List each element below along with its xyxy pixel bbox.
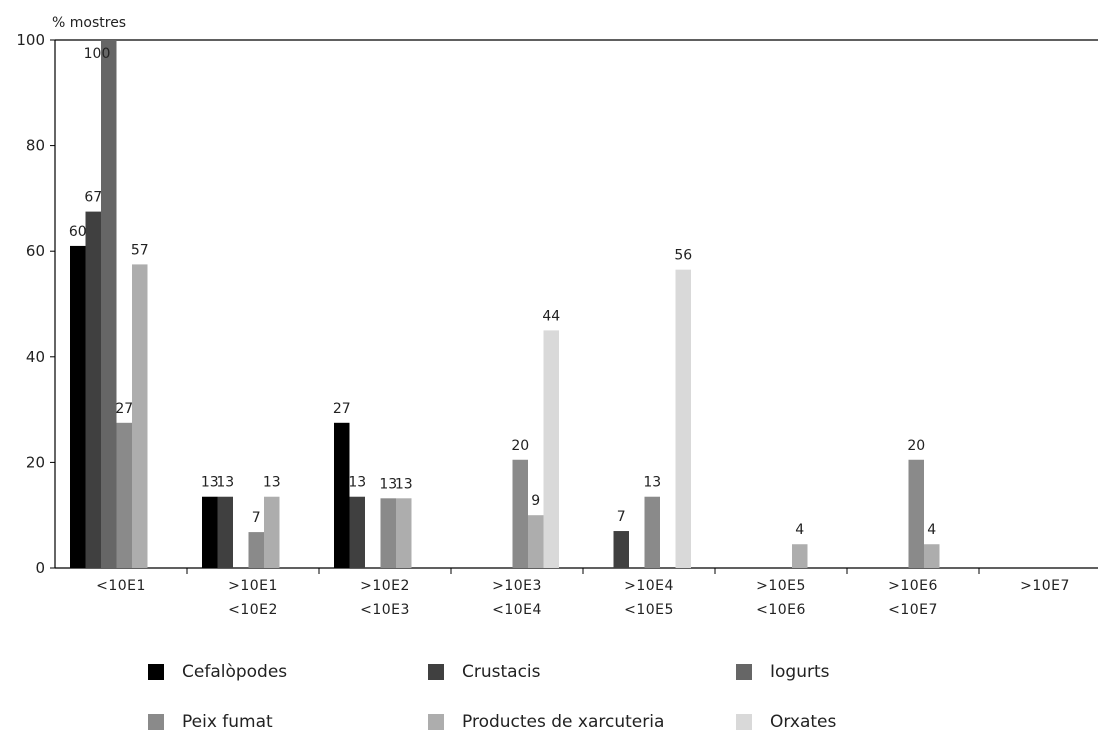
bar-value-label: 13 xyxy=(348,475,366,491)
bar-value-label: 13 xyxy=(643,475,661,491)
bar-value-label: 44 xyxy=(542,308,560,324)
x-category-label: <10E2 xyxy=(228,602,278,618)
bar-peix-fumat xyxy=(248,532,264,568)
bar-value-label: 100 xyxy=(84,46,111,62)
y-tick-label: 20 xyxy=(26,453,45,471)
legend-swatch xyxy=(736,714,752,730)
legend-label: Iogurts xyxy=(770,662,830,682)
bar-value-label: 9 xyxy=(531,493,540,509)
bar-cefal-podes xyxy=(70,245,86,569)
bar-value-label: 20 xyxy=(511,438,529,454)
bar-value-label: 4 xyxy=(927,522,936,538)
legend-swatch xyxy=(736,664,752,680)
y-axis-label: % mostres xyxy=(52,15,126,31)
legend-swatch xyxy=(148,714,164,730)
legend-item: Cefalòpodes xyxy=(148,662,287,682)
bar-chart: % mostres 0 20 40 60 80 100 <10E1 >10E1 <10E2 >1… xyxy=(16,15,1098,618)
bar-value-label: 4 xyxy=(795,522,804,538)
legend-item: Iogurts xyxy=(736,662,830,682)
bar-value-label: 7 xyxy=(252,510,261,526)
bar-peix-fumat xyxy=(116,422,132,568)
y-tick-label: 100 xyxy=(16,31,45,49)
legend-label: Peix fumat xyxy=(182,712,273,732)
bar-productes-de-xarcuteria xyxy=(528,515,544,568)
legend-item: Orxates xyxy=(736,712,836,732)
bar-cefal-podes xyxy=(334,422,350,568)
bar-peix-fumat xyxy=(380,498,396,568)
bar-value-label: 13 xyxy=(201,475,219,491)
bar-value-label: 7 xyxy=(617,509,626,525)
bars xyxy=(70,40,940,569)
legend-item: Peix fumat xyxy=(148,712,273,732)
legend-label: Productes de xarcuteria xyxy=(462,712,665,732)
bar-value-label: 13 xyxy=(395,476,413,492)
legend-label: Crustacis xyxy=(462,662,541,682)
bar-value-label: 27 xyxy=(333,401,351,417)
x-category-label: >10E5 xyxy=(756,578,806,594)
bar-crustacis xyxy=(349,496,365,568)
x-category-label: <10E7 xyxy=(888,602,938,618)
bar-value-label: 27 xyxy=(115,401,133,417)
bar-value-label: 60 xyxy=(69,224,87,240)
bar-peix-fumat xyxy=(644,496,660,568)
bar-crustacis xyxy=(217,496,233,568)
x-category-label: <10E3 xyxy=(360,602,410,618)
x-category-label: <10E1 xyxy=(96,578,146,594)
bar-iogurts xyxy=(101,40,117,568)
bar-value-label: 13 xyxy=(379,476,397,492)
bar-crustacis xyxy=(85,211,101,568)
legend-label: Orxates xyxy=(770,712,837,732)
x-categories: <10E1 >10E1 <10E2 >10E2 <10E3 >10E3 <10E4 >10E4… xyxy=(96,568,1070,618)
bar-peix-fumat xyxy=(908,459,924,568)
legend-label: Cefalòpodes xyxy=(182,662,288,682)
y-tick-label: 60 xyxy=(26,242,45,260)
x-category-label: >10E3 xyxy=(492,578,542,594)
bar-orxates xyxy=(675,269,691,568)
legend-item: Productes de xarcuteria xyxy=(428,712,664,732)
x-category-label: <10E6 xyxy=(756,602,806,618)
x-category-label: <10E5 xyxy=(624,602,674,618)
x-category-label: >10E6 xyxy=(888,578,938,594)
bar-productes-de-xarcuteria xyxy=(132,264,148,568)
x-category-label: >10E7 xyxy=(1020,578,1070,594)
x-category-label: >10E4 xyxy=(624,578,674,594)
y-tick-label: 40 xyxy=(26,348,45,366)
x-category-label: >10E2 xyxy=(360,578,410,594)
bar-productes-de-xarcuteria xyxy=(792,544,808,568)
bar-value-label: 13 xyxy=(216,475,234,491)
bar-productes-de-xarcuteria xyxy=(924,544,940,568)
bar-cefal-podes xyxy=(202,496,218,568)
legend-swatch xyxy=(428,664,444,680)
bar-productes-de-xarcuteria xyxy=(396,498,412,568)
x-category-label: <10E4 xyxy=(492,602,542,618)
bar-value-label: 20 xyxy=(907,438,925,454)
legend-swatch xyxy=(148,664,164,680)
y-tick-label: 80 xyxy=(26,137,45,155)
bar-crustacis xyxy=(613,531,629,568)
bar-orxates xyxy=(543,330,559,568)
legend-item: Crustacis xyxy=(428,662,541,682)
bar-value-label: 13 xyxy=(263,475,281,491)
bar-productes-de-xarcuteria xyxy=(264,496,280,568)
bar-value-label: 67 xyxy=(84,190,102,206)
bar-value-label: 57 xyxy=(131,242,149,258)
legend-swatch xyxy=(428,714,444,730)
y-ticks: 0 20 40 60 80 100 xyxy=(16,31,55,577)
y-tick-label: 0 xyxy=(35,559,45,577)
bar-value-label: 56 xyxy=(674,248,692,264)
x-category-label: >10E1 xyxy=(228,578,278,594)
bar-peix-fumat xyxy=(512,459,528,568)
